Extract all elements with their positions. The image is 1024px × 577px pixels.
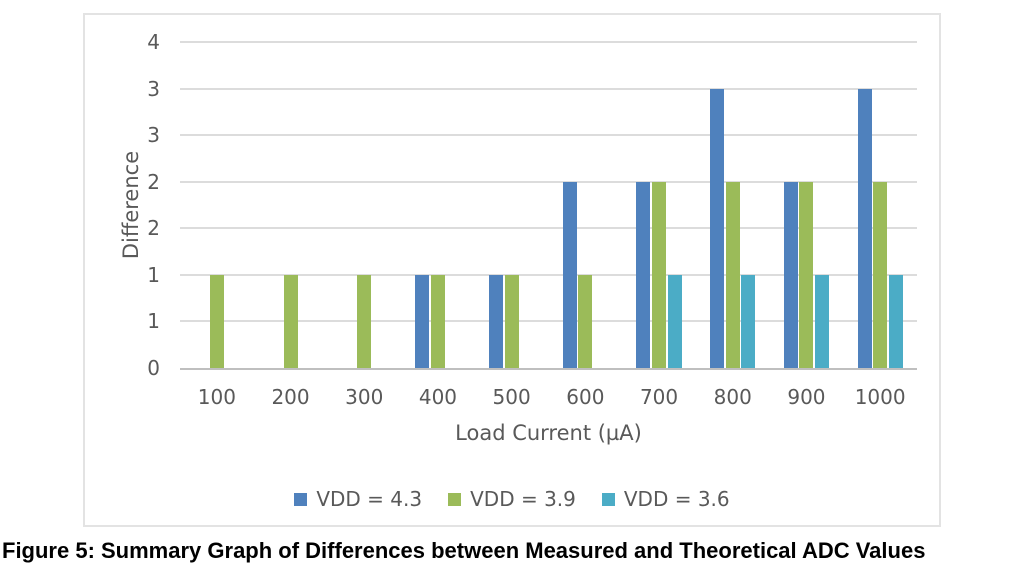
bar (799, 182, 814, 368)
bar (357, 275, 372, 368)
bar (725, 182, 740, 368)
bar (741, 275, 756, 368)
bar (783, 182, 798, 368)
x-axis-tick-label: 800 (713, 385, 752, 409)
gridline (180, 227, 917, 230)
bar (430, 275, 445, 368)
gridline (180, 180, 917, 183)
bar (857, 89, 872, 368)
x-axis-title: Load Current (µA) (455, 421, 642, 445)
plot-area (180, 41, 917, 370)
bar (667, 275, 682, 368)
legend-item: VDD = 4.3 (294, 487, 422, 511)
x-axis-tick-label: 300 (345, 385, 384, 409)
bar (636, 182, 651, 368)
bar (578, 275, 593, 368)
x-axis-tick-label: 500 (492, 385, 531, 409)
bar (888, 275, 903, 368)
legend-label: VDD = 3.9 (470, 487, 576, 511)
x-axis-tick-label: 400 (418, 385, 458, 409)
bar (652, 182, 667, 368)
y-axis-tick-label: 2 (147, 169, 160, 194)
chart-frame: Difference 0 1 1 2 2 3 3 4 100 200 300 400 500 600 70… (83, 13, 941, 527)
bar (710, 89, 725, 368)
legend-label: VDD = 4.3 (316, 487, 423, 511)
x-axis-tick-label: 600 (566, 385, 605, 409)
legend: VDD = 4.3 VDD = 3.9 VDD = 3.6 (85, 487, 939, 511)
y-axis-tick-label: 1 (147, 262, 160, 287)
y-axis-tick-label: 4 (147, 30, 160, 54)
legend-swatch-icon (601, 492, 615, 506)
legend-swatch-icon (448, 492, 462, 506)
bar (815, 275, 830, 368)
bar (489, 275, 504, 368)
y-axis-tick-label: 2 (147, 216, 160, 241)
bar (415, 275, 430, 368)
figure-caption: Figure 5: Summary Graph of Differences b… (2, 538, 926, 563)
x-axis-tick-label: 200 (271, 385, 310, 409)
legend-item: VDD = 3.9 (448, 487, 576, 511)
y-axis-tick-label: 1 (147, 309, 160, 334)
gridline (180, 320, 917, 323)
y-axis-tick-label: 3 (147, 123, 160, 148)
x-axis-tick-label: 1000 (854, 385, 906, 409)
bar (283, 275, 298, 368)
gridline (180, 134, 917, 137)
gridline (180, 41, 917, 43)
legend-label: VDD = 3.6 (623, 487, 730, 511)
bar (562, 182, 577, 368)
gridline (180, 87, 917, 90)
legend-swatch-icon (294, 492, 308, 506)
y-axis-tick-label: 3 (147, 76, 160, 101)
y-axis-title: Difference (119, 150, 143, 260)
y-axis-tick-label: 0 (147, 356, 160, 380)
bar (873, 182, 888, 368)
gridline (180, 273, 917, 276)
bar (209, 275, 224, 368)
x-axis-tick-label: 900 (787, 385, 826, 409)
legend-item: VDD = 3.6 (601, 487, 730, 511)
bar (504, 275, 519, 368)
x-axis-tick-label: 100 (197, 385, 236, 409)
x-axis-tick-label: 700 (639, 385, 679, 409)
